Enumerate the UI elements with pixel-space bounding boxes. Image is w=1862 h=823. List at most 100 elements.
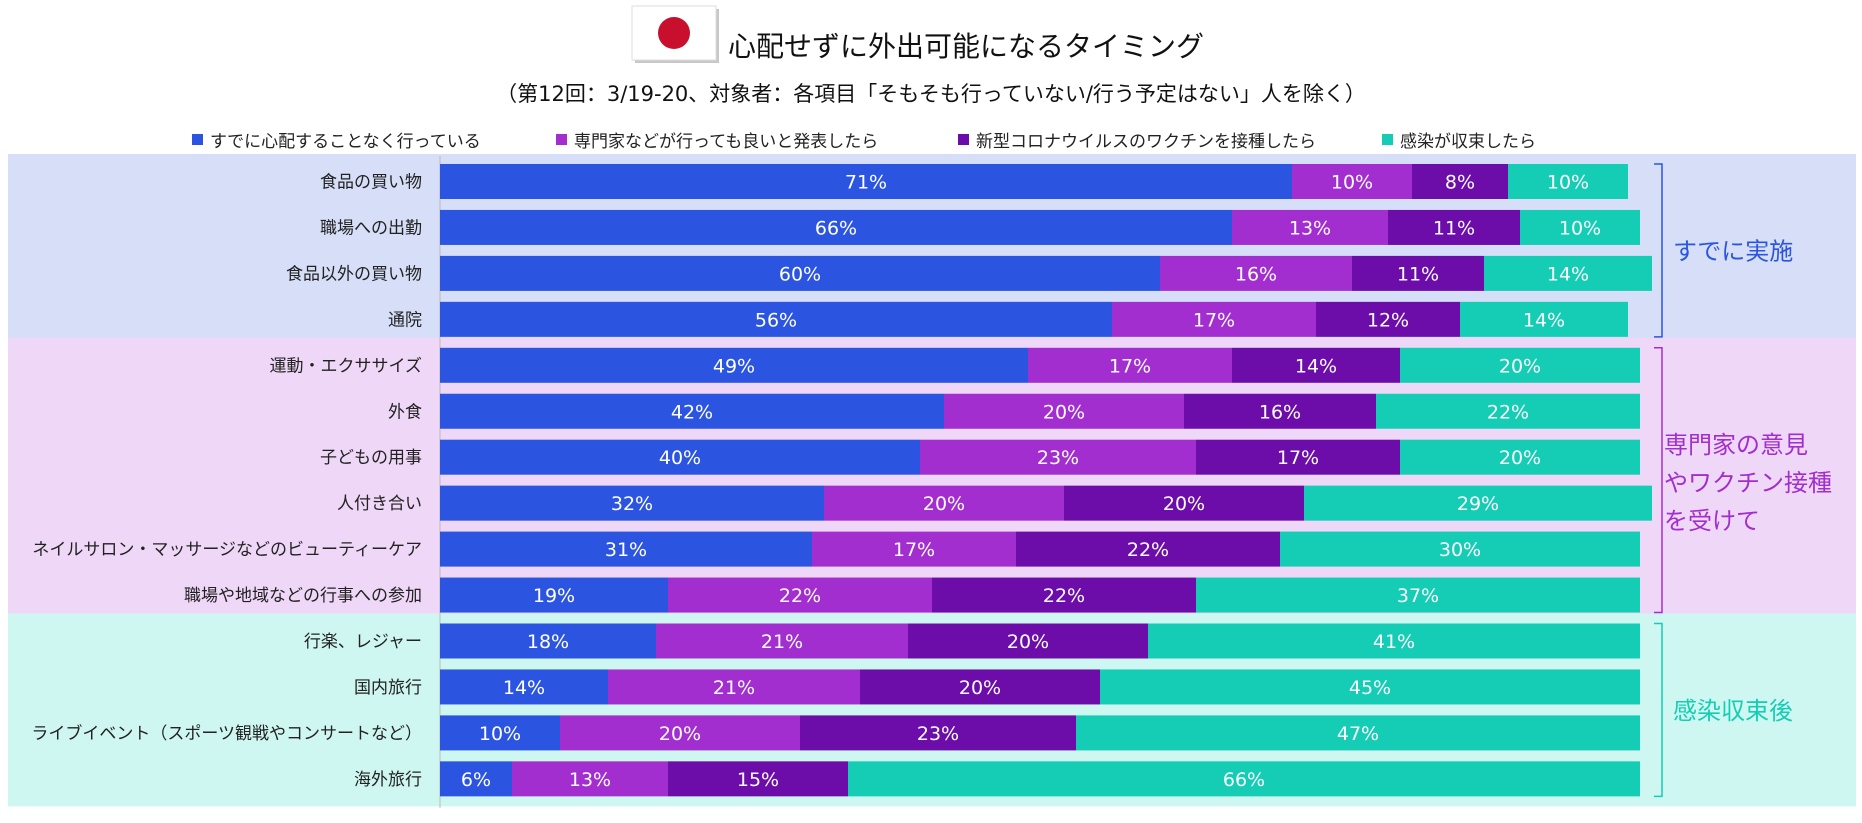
- bar-segment-r3-s1: [440, 255, 1160, 291]
- bar-segment-r4-s2: [1112, 301, 1316, 337]
- bar-segment-r8-s4: [1304, 485, 1652, 521]
- bar-segment-r7-s2: [920, 439, 1196, 475]
- bar-segment-r4-s1: [440, 301, 1112, 337]
- data-label-r5-s3: 14%: [1295, 355, 1337, 377]
- bar-segment-r2-s2: [1232, 209, 1388, 245]
- data-label-r1-s1: 71%: [845, 172, 887, 194]
- bar-segment-r12-s2: [608, 669, 860, 705]
- data-label-r12-s3: 20%: [959, 677, 1001, 699]
- data-label-r7-s1: 40%: [659, 447, 701, 469]
- data-label-r2-s1: 66%: [815, 217, 857, 239]
- chart-title: 心配せずに外出可能になるタイミング: [728, 30, 1204, 63]
- data-label-r6-s4: 22%: [1487, 401, 1529, 423]
- bar-segment-r11-s2: [656, 623, 908, 659]
- data-label-r5-s4: 20%: [1499, 355, 1541, 377]
- category-label-8: 人付き合い: [337, 494, 422, 514]
- data-label-r2-s2: 13%: [1289, 217, 1331, 239]
- bar-segment-r10-s2: [668, 577, 932, 613]
- data-label-r2-s3: 11%: [1433, 217, 1475, 239]
- bar-segment-r7-s3: [1196, 439, 1400, 475]
- data-label-r4-s2: 17%: [1193, 309, 1235, 331]
- bar-segment-r12-s1: [440, 669, 608, 705]
- legend-swatch-1: [192, 134, 203, 145]
- legend-label-1: すでに心配することなく行っている: [210, 132, 481, 152]
- data-label-r11-s2: 21%: [761, 631, 803, 653]
- data-label-r9-s2: 17%: [893, 539, 935, 561]
- data-label-r3-s4: 14%: [1547, 263, 1589, 285]
- bar-segment-r1-s2: [1292, 164, 1412, 199]
- data-label-r1-s4: 10%: [1547, 172, 1589, 194]
- bar-segment-r6-s4: [1376, 393, 1640, 429]
- legend-swatch-4: [1382, 134, 1393, 145]
- data-label-r14-s2: 13%: [569, 769, 611, 791]
- data-label-r6-s3: 16%: [1259, 401, 1301, 423]
- bar-segment-r11-s3: [908, 623, 1148, 659]
- data-label-r7-s2: 23%: [1037, 447, 1079, 469]
- category-label-10: 職場や地域などの行事への参加: [184, 586, 422, 606]
- data-label-r1-s3: 8%: [1445, 172, 1475, 194]
- bar-segment-r2-s1: [440, 209, 1232, 245]
- bar-segment-r6-s3: [1184, 393, 1376, 429]
- bar-segment-r10-s3: [932, 577, 1196, 613]
- bar-segment-r4-s3: [1316, 301, 1460, 337]
- bar-segment-r3-s3: [1352, 255, 1484, 291]
- category-label-13: ライブイベント（スポーツ観戦やコンサートなど）: [31, 723, 422, 744]
- category-label-5: 運動・エクササイズ: [270, 356, 423, 376]
- bar-segment-r14-s2: [512, 761, 668, 797]
- bar-segment-r13-s2: [560, 715, 800, 751]
- bar-segment-r1-s1: [440, 164, 1292, 199]
- data-label-r10-s3: 22%: [1043, 585, 1085, 607]
- data-label-r9-s1: 31%: [605, 539, 647, 561]
- data-label-r10-s1: 19%: [533, 585, 575, 607]
- data-label-r2-s4: 10%: [1559, 217, 1601, 239]
- category-label-14: 海外旅行: [354, 770, 422, 790]
- bar-segment-r11-s4: [1148, 623, 1640, 659]
- data-label-r13-s3: 23%: [917, 723, 959, 745]
- bar-segment-r9-s3: [1016, 531, 1280, 567]
- category-label-1: 食品の買い物: [320, 173, 422, 193]
- data-label-r5-s1: 49%: [713, 355, 755, 377]
- data-label-r9-s3: 22%: [1127, 539, 1169, 561]
- data-label-r13-s1: 10%: [479, 723, 521, 745]
- data-label-r11-s1: 18%: [527, 631, 569, 653]
- bar-segment-r1-s3: [1412, 164, 1508, 199]
- bar-segment-r8-s1: [440, 485, 824, 521]
- bar-segment-r5-s4: [1400, 347, 1640, 383]
- data-label-r7-s4: 20%: [1499, 447, 1541, 469]
- legend-label-2: 専門家などが行っても良いと発表したら: [574, 132, 878, 152]
- data-label-r14-s3: 15%: [737, 769, 779, 791]
- bar-segment-r3-s2: [1160, 255, 1352, 291]
- legend-label-3: 新型コロナウイルスのワクチンを接種したら: [976, 132, 1316, 152]
- bar-segment-r1-s4: [1508, 164, 1628, 199]
- data-label-r11-s3: 20%: [1007, 631, 1049, 653]
- category-label-4: 通院: [388, 310, 422, 330]
- data-label-r11-s4: 41%: [1373, 631, 1415, 653]
- data-label-r10-s2: 22%: [779, 585, 821, 607]
- bar-segment-r9-s2: [812, 531, 1016, 567]
- bar-segment-r6-s2: [944, 393, 1184, 429]
- bar-segment-r12-s4: [1100, 669, 1640, 705]
- data-label-r3-s2: 16%: [1235, 263, 1277, 285]
- data-label-r12-s1: 14%: [503, 677, 545, 699]
- category-label-11: 行楽、レジャー: [304, 632, 422, 652]
- group-bracket-1: [1654, 163, 1663, 338]
- legend-label-4: 感染が収束したら: [1400, 132, 1536, 152]
- bar-segment-r10-s1: [440, 577, 668, 613]
- bar-segment-r8-s3: [1064, 485, 1304, 521]
- bar-segment-r14-s4: [848, 761, 1640, 797]
- data-label-r8-s3: 20%: [1163, 493, 1205, 515]
- bar-segment-r14-s1: [440, 761, 512, 797]
- legend-swatch-2: [556, 134, 567, 145]
- bar-segment-r8-s2: [824, 485, 1064, 521]
- data-label-r12-s2: 21%: [713, 677, 755, 699]
- data-label-r8-s4: 29%: [1457, 493, 1499, 515]
- data-label-r3-s3: 11%: [1397, 263, 1439, 285]
- data-label-r14-s4: 66%: [1223, 769, 1265, 791]
- data-label-r4-s4: 14%: [1523, 309, 1565, 331]
- bar-segment-r5-s2: [1028, 347, 1232, 383]
- bar-segment-r9-s1: [440, 531, 812, 567]
- group-bracket-3: [1654, 622, 1663, 798]
- group-label-2-line-3: を受けて: [1664, 507, 1760, 535]
